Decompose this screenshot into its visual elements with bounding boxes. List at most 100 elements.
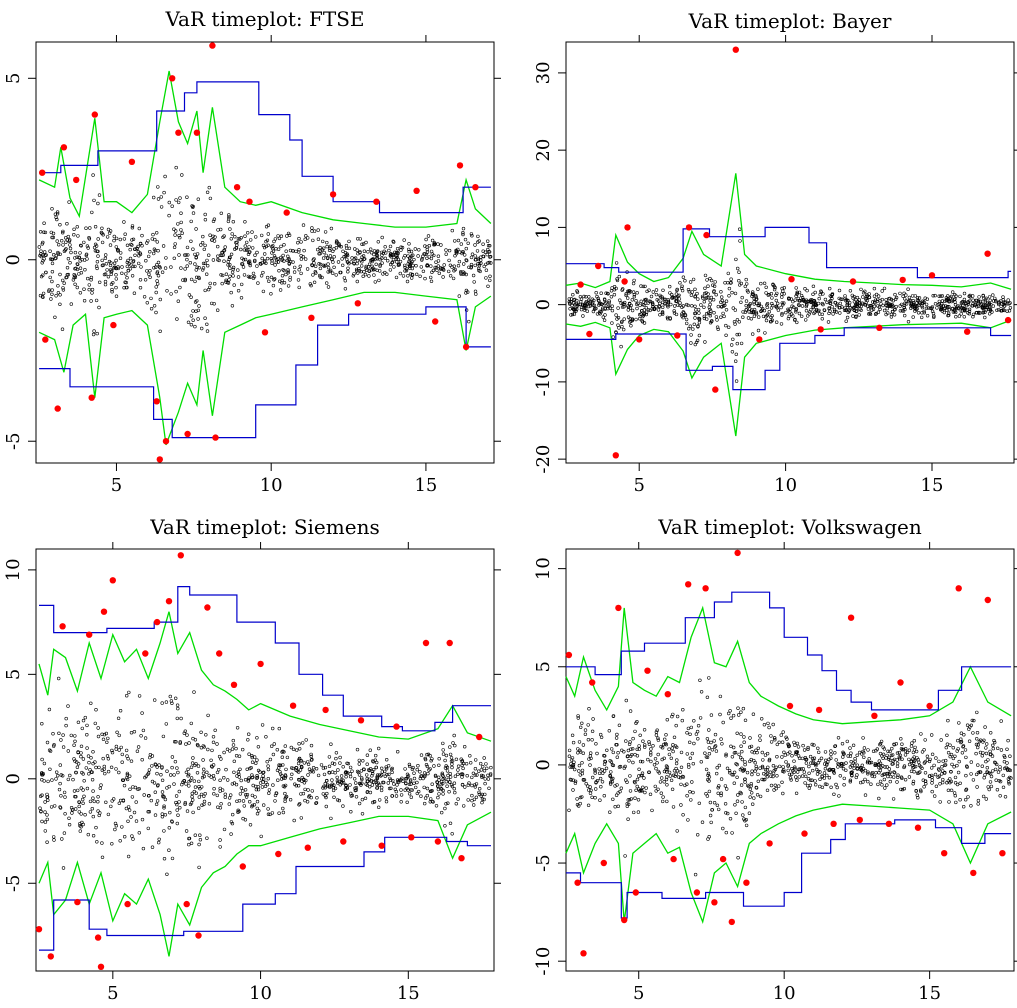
return-point — [489, 261, 493, 265]
return-point — [911, 766, 915, 770]
return-point — [212, 777, 217, 781]
return-point — [448, 263, 453, 267]
return-point — [677, 297, 682, 301]
return-point — [926, 306, 930, 310]
return-point — [611, 797, 615, 801]
return-point — [131, 237, 136, 242]
return-point — [48, 249, 52, 253]
return-point — [594, 742, 598, 746]
return-point — [169, 292, 173, 296]
return-point — [629, 747, 633, 751]
return-point — [203, 243, 207, 248]
return-point — [414, 785, 418, 790]
return-point — [697, 801, 701, 805]
return-point — [389, 786, 393, 790]
return-point — [49, 805, 54, 809]
return-point — [305, 267, 310, 271]
return-point — [806, 299, 810, 304]
return-point — [244, 248, 249, 252]
return-point — [240, 262, 244, 266]
return-point — [334, 241, 339, 245]
return-point — [69, 805, 74, 810]
return-point — [79, 812, 83, 816]
return-point — [990, 310, 994, 314]
return-point — [867, 757, 871, 761]
return-point — [821, 302, 825, 307]
return-point — [185, 809, 190, 813]
return-point — [884, 298, 888, 302]
return-point — [920, 311, 924, 315]
return-point — [667, 747, 671, 751]
return-point — [273, 799, 277, 803]
return-point — [815, 767, 819, 772]
return-point — [823, 766, 828, 771]
return-point — [849, 751, 853, 755]
return-point — [130, 238, 134, 242]
return-point — [702, 316, 707, 321]
return-point — [334, 751, 339, 755]
return-point — [670, 296, 674, 300]
return-point — [315, 796, 319, 800]
return-point — [851, 296, 855, 300]
return-point — [580, 721, 584, 725]
return-point — [476, 256, 480, 261]
return-point — [784, 735, 788, 739]
return-point — [425, 786, 430, 791]
return-point — [458, 250, 462, 254]
return-point — [428, 800, 432, 804]
return-point — [930, 773, 934, 778]
return-point — [962, 297, 967, 302]
return-point — [460, 782, 465, 787]
return-point — [106, 275, 111, 279]
return-point — [948, 780, 952, 785]
return-point — [760, 750, 764, 755]
return-point — [953, 303, 958, 307]
return-point — [906, 287, 910, 291]
return-point — [693, 311, 698, 316]
return-point — [483, 792, 487, 797]
return-point — [284, 767, 288, 772]
return-point — [380, 766, 384, 770]
return-point — [904, 293, 908, 297]
return-point — [266, 767, 271, 772]
return-point — [848, 778, 853, 782]
return-point — [756, 779, 760, 783]
return-point — [351, 274, 355, 278]
return-point — [887, 755, 891, 760]
return-point — [179, 266, 183, 270]
return-point — [733, 750, 738, 755]
return-point — [744, 823, 749, 828]
return-point — [325, 240, 329, 245]
return-point — [656, 308, 661, 312]
return-point — [731, 337, 735, 341]
return-point — [744, 308, 749, 312]
return-point — [156, 260, 161, 265]
return-point — [55, 217, 59, 222]
return-point — [61, 229, 65, 234]
return-point — [189, 277, 194, 282]
return-point — [280, 257, 284, 261]
return-point — [224, 280, 228, 284]
return-point — [133, 785, 138, 790]
return-point — [693, 304, 697, 308]
return-point — [638, 759, 643, 764]
return-point — [329, 268, 333, 273]
return-point — [775, 774, 779, 778]
return-point — [707, 789, 712, 794]
return-point — [187, 779, 191, 784]
return-point — [654, 292, 659, 297]
return-point — [385, 772, 389, 777]
return-point — [134, 819, 139, 823]
return-point — [75, 765, 80, 769]
return-point — [339, 270, 343, 275]
return-point — [223, 792, 228, 796]
return-point — [848, 746, 852, 750]
return-point — [196, 317, 200, 321]
return-point — [817, 312, 822, 316]
return-point — [627, 797, 632, 802]
return-point — [61, 745, 66, 749]
return-point — [329, 816, 333, 821]
return-point — [828, 301, 832, 306]
return-point — [639, 299, 643, 303]
exceedance-point — [73, 176, 80, 184]
